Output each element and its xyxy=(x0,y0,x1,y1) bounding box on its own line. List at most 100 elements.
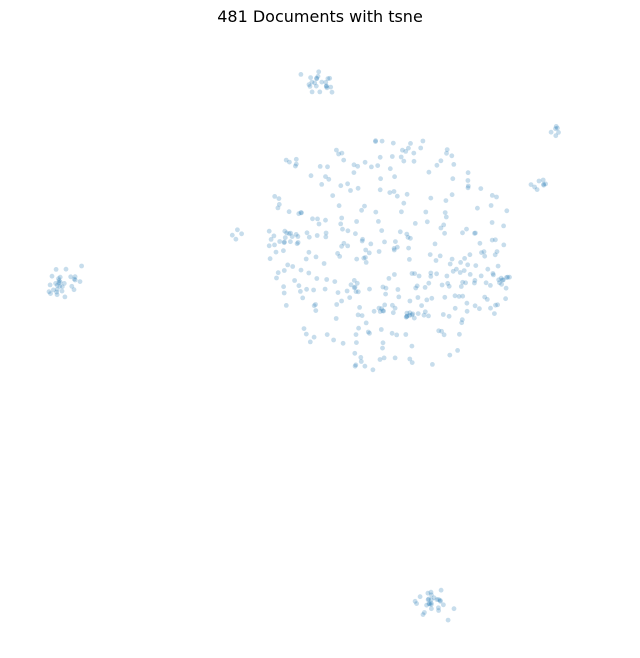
scatter-point xyxy=(378,176,383,181)
scatter-point xyxy=(462,268,467,273)
scatter-point xyxy=(393,239,398,244)
scatter-point xyxy=(439,588,444,593)
scatter-point xyxy=(412,159,417,164)
scatter-point xyxy=(392,272,397,277)
scatter-point xyxy=(314,276,319,281)
scatter-point xyxy=(475,206,480,211)
scatter-point xyxy=(501,243,506,248)
scatter-point xyxy=(294,232,299,237)
scatter-point xyxy=(373,139,378,144)
scatter-point xyxy=(299,268,304,273)
scatter-point xyxy=(489,203,494,208)
scatter-point xyxy=(418,594,423,599)
scatter-point xyxy=(274,250,279,255)
scatter-point xyxy=(444,198,449,203)
scatter-point xyxy=(47,289,52,294)
scatter-point xyxy=(354,219,359,224)
scatter-point xyxy=(442,231,447,236)
scatter-point xyxy=(323,287,328,292)
scatter-point xyxy=(450,192,455,197)
scatter-point xyxy=(295,241,300,246)
scatter-point xyxy=(305,230,310,235)
scatter-point xyxy=(478,241,483,246)
scatter-point xyxy=(267,243,272,248)
scatter-point xyxy=(468,252,473,257)
scatter-point xyxy=(314,84,319,89)
scatter-point xyxy=(408,299,413,304)
scatter-point xyxy=(268,256,273,261)
scatter-point xyxy=(395,194,400,199)
scatter-point xyxy=(363,364,368,369)
scatter-point xyxy=(441,223,446,228)
scatter-point xyxy=(323,218,328,223)
scatter-point xyxy=(537,179,542,184)
scatter-point xyxy=(465,301,470,306)
scatter-point xyxy=(440,283,445,288)
scatter-point xyxy=(447,353,452,358)
scatter-point xyxy=(383,292,388,297)
scatter-point xyxy=(317,222,322,227)
scatter-point xyxy=(376,219,381,224)
scatter-point xyxy=(429,590,434,595)
scatter-point xyxy=(281,284,286,289)
scatter-point xyxy=(445,274,450,279)
scatter-point xyxy=(488,283,493,288)
scatter-point xyxy=(378,187,383,192)
scatter-point xyxy=(60,289,65,294)
scatter-point xyxy=(341,341,346,346)
scatter-point xyxy=(500,278,505,283)
scatter-point xyxy=(332,279,337,284)
scatter-point xyxy=(418,146,423,151)
scatter-point xyxy=(282,291,287,296)
scatter-point xyxy=(382,240,387,245)
scatter-point xyxy=(330,193,335,198)
scatter-point xyxy=(427,170,432,175)
scatter-point xyxy=(503,296,508,301)
scatter-point xyxy=(330,90,335,95)
scatter-point xyxy=(466,178,471,183)
scatter-point xyxy=(423,210,428,215)
scatter-point xyxy=(281,248,286,253)
scatter-point xyxy=(405,192,410,197)
scatter-point xyxy=(438,254,443,259)
scatter-point xyxy=(54,290,59,295)
scatter-point xyxy=(73,274,78,279)
scatter-point xyxy=(348,188,353,193)
scatter-point xyxy=(462,256,467,261)
scatter-point xyxy=(428,252,433,257)
scatter-point xyxy=(378,357,383,362)
scatter-point xyxy=(269,237,274,242)
scatter-point xyxy=(429,296,434,301)
scatter-point xyxy=(460,230,465,235)
scatter-point xyxy=(308,75,313,80)
scatter-point xyxy=(443,210,448,215)
scatter-point xyxy=(425,219,430,224)
scatter-point xyxy=(408,141,413,146)
scatter-point xyxy=(360,313,365,318)
scatter-point xyxy=(423,285,428,290)
scatter-point xyxy=(465,262,470,267)
scatter-point xyxy=(436,597,441,602)
scatter-point xyxy=(391,141,396,146)
scatter-point xyxy=(296,211,301,216)
scatter-point xyxy=(380,346,385,351)
scatter-point xyxy=(302,326,307,331)
scatter-point xyxy=(354,257,359,262)
scatter-point xyxy=(407,257,412,262)
scatter-point xyxy=(413,286,418,291)
scatter-point xyxy=(319,182,324,187)
scatter-point xyxy=(485,267,490,272)
scatter-point xyxy=(496,264,501,269)
scatter-point xyxy=(391,310,396,315)
scatter-point xyxy=(339,299,344,304)
scatter-point xyxy=(451,162,456,167)
scatter-point xyxy=(388,166,393,171)
scatter-point xyxy=(300,296,305,301)
scatter-point xyxy=(359,208,364,213)
scatter-point xyxy=(495,249,500,254)
scatter-point xyxy=(63,295,68,300)
scatter-point xyxy=(78,279,83,284)
points-layer xyxy=(47,69,561,622)
